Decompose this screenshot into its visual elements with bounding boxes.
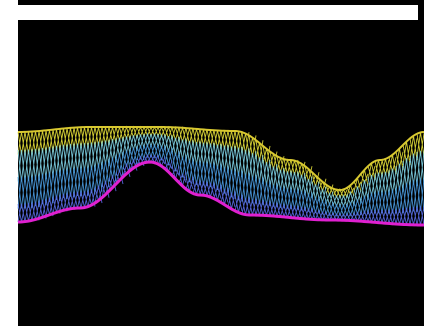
top-bar	[18, 5, 418, 20]
page: (() => { JSON.parse(document.getElementB…	[0, 0, 424, 326]
screenshot	[0, 0, 424, 326]
